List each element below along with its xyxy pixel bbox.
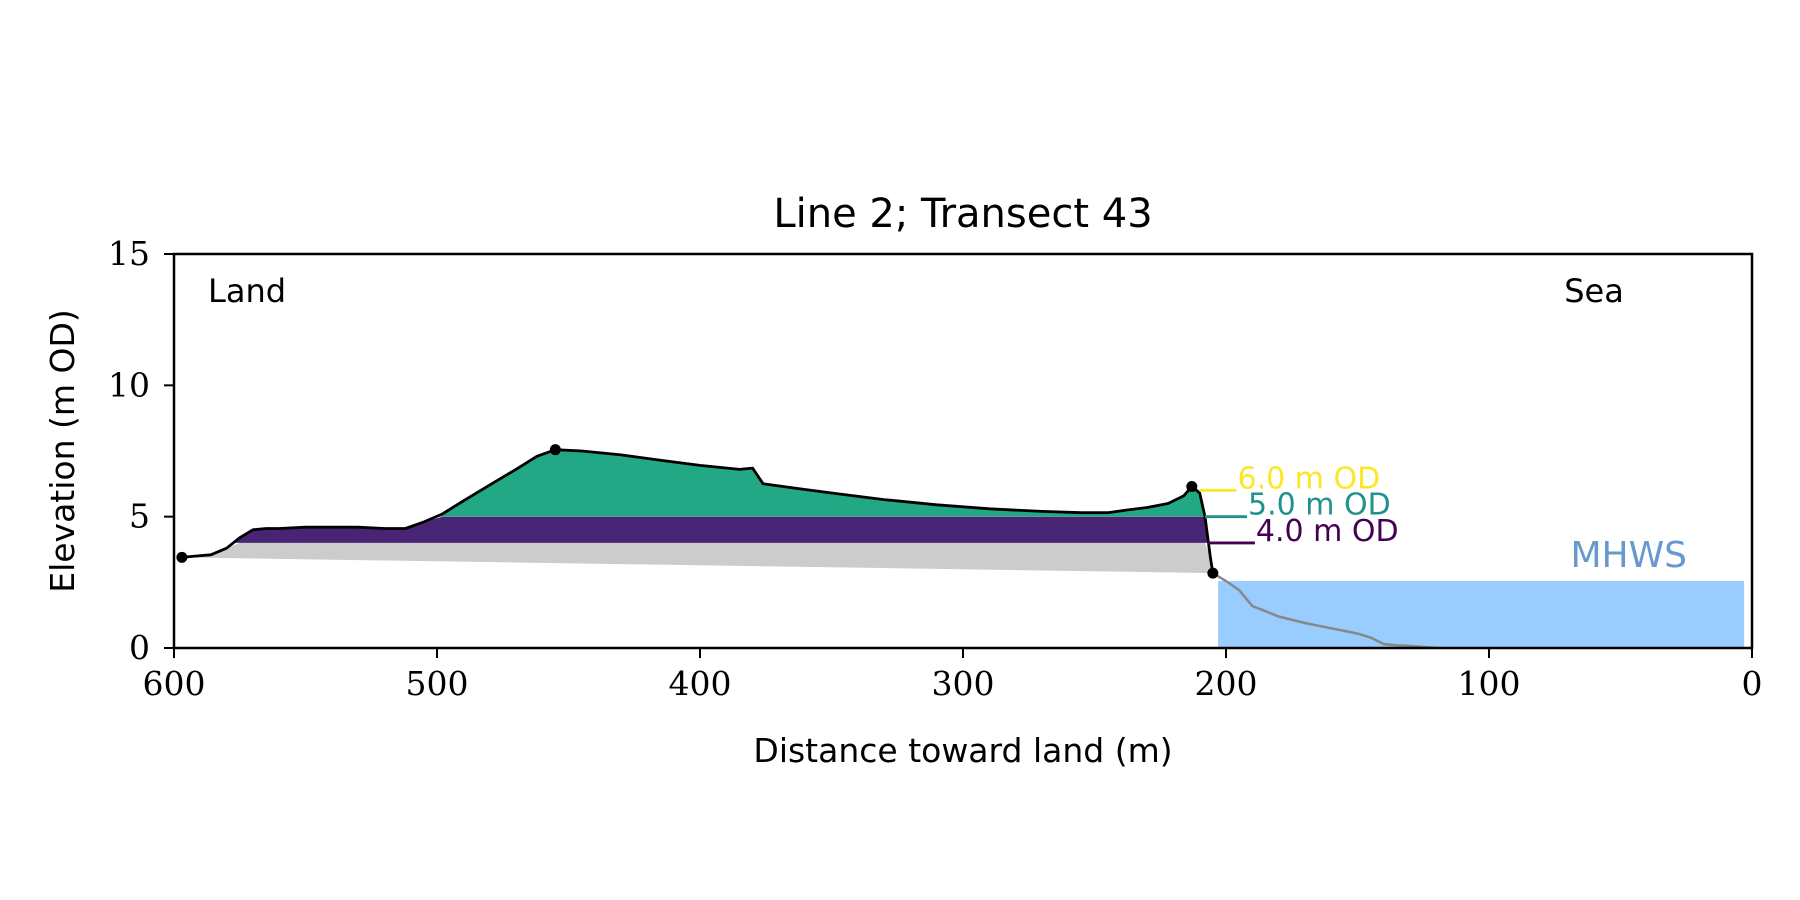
- reference-annotations: 6.0 m OD5.0 m OD4.0 m OD MHWS: [1199, 461, 1687, 576]
- y-tick-label: 0: [129, 628, 150, 667]
- x-tick-label: 600: [143, 664, 206, 703]
- plot-area: [176, 444, 1745, 648]
- dune-area: [436, 449, 1206, 517]
- y-tick-label: 15: [108, 234, 150, 273]
- x-tick-label: 100: [1458, 664, 1521, 703]
- chart-title: Line 2; Transect 43: [773, 191, 1152, 237]
- mhws-label: MHWS: [1570, 535, 1687, 576]
- x-tick-label: 0: [1742, 664, 1763, 703]
- y-axis-ticks: 0 5 10 15: [108, 234, 174, 667]
- profile-marker: [549, 444, 561, 456]
- x-axis-ticks: 600 500 400 300 200 100 0: [143, 648, 1763, 703]
- base-wedge-area: [181, 542, 1213, 574]
- x-tick-label: 200: [1195, 664, 1258, 703]
- sea-area: [1218, 581, 1745, 648]
- corner-label-land: Land: [208, 272, 286, 310]
- profile-marker: [1207, 567, 1219, 579]
- corner-label-sea: Sea: [1564, 272, 1624, 310]
- reference-label: 4.0 m OD: [1256, 514, 1399, 549]
- reference-label: 5.0 m OD: [1248, 488, 1391, 523]
- profile-marker: [176, 551, 188, 563]
- profile-marker: [1186, 480, 1198, 492]
- seabed-line: [1212, 572, 1437, 648]
- x-tick-label: 300: [932, 664, 995, 703]
- y-axis-label: Elevation (m OD): [43, 309, 82, 593]
- profile-line: [181, 448, 1215, 574]
- y-tick-label: 10: [108, 365, 150, 404]
- x-tick-label: 500: [406, 664, 469, 703]
- reference-label: 6.0 m OD: [1238, 461, 1381, 496]
- x-tick-label: 400: [669, 664, 732, 703]
- band-4-5-area: [233, 516, 1209, 543]
- y-tick-label: 5: [129, 497, 150, 536]
- x-axis-label: Distance toward land (m): [753, 731, 1172, 770]
